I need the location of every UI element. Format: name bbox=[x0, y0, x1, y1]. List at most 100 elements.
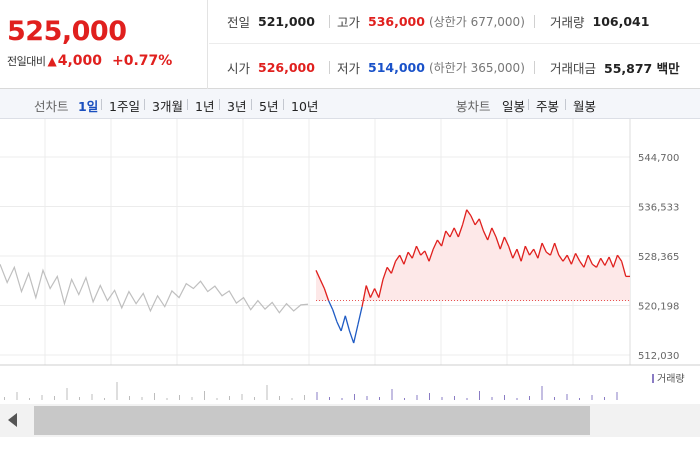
divider bbox=[534, 60, 535, 74]
volume-bar bbox=[166, 398, 168, 400]
today-price-segment bbox=[600, 257, 606, 266]
today-price-segment bbox=[420, 250, 426, 256]
up-area-fill bbox=[316, 209, 630, 301]
volume-bar bbox=[154, 393, 155, 400]
today-price-segment bbox=[554, 242, 560, 256]
period-tab-1y[interactable]: 1년 bbox=[195, 99, 215, 114]
chart-scrollbar[interactable] bbox=[0, 404, 700, 437]
divider bbox=[219, 99, 220, 110]
period-tab-5y[interactable]: 5년 bbox=[259, 99, 279, 114]
volume-bar bbox=[491, 397, 493, 400]
today-price-segment bbox=[461, 209, 468, 226]
current-price-box: 525,000 전일대비 ▲ 4,000 +0.77% bbox=[0, 0, 208, 89]
y-tick-label: 512,030 bbox=[638, 351, 679, 362]
prev-close-label: 전일 bbox=[227, 15, 251, 30]
volume-bar bbox=[29, 398, 30, 400]
today-price-segment bbox=[440, 230, 447, 247]
volume-bar bbox=[379, 397, 380, 400]
intraday-price-chart[interactable]: 544,700 536,533 528,365 520,198 512,030 거래량 bbox=[0, 119, 700, 405]
today-price-segment bbox=[428, 248, 434, 262]
volume-bar bbox=[404, 398, 405, 400]
volume-bar bbox=[79, 397, 80, 400]
chart-fill bbox=[316, 209, 630, 302]
line-chart-label: 선차트 bbox=[34, 99, 69, 114]
quote-summary-panel: 525,000 전일대비 ▲ 4,000 +0.77% 전일 521,000 고… bbox=[0, 0, 700, 89]
today-price-segment bbox=[432, 239, 439, 250]
volume-legend-label: 거래량 bbox=[657, 373, 685, 385]
high-value: 536,000 bbox=[368, 14, 425, 29]
divider bbox=[534, 15, 535, 28]
divider bbox=[329, 60, 330, 74]
today-price-segment bbox=[403, 251, 409, 265]
volume-bar bbox=[479, 391, 480, 400]
chart-lines bbox=[0, 209, 630, 344]
today-price-segment bbox=[453, 227, 459, 238]
volume-bar bbox=[429, 393, 430, 400]
today-price-segment bbox=[524, 245, 531, 256]
today-price-segment bbox=[332, 309, 338, 323]
volume-bar bbox=[4, 397, 5, 400]
y-axis-ticks: 544,700 536,533 528,365 520,198 512,030 bbox=[638, 153, 679, 362]
volume-bar bbox=[179, 395, 180, 400]
candle-tab-weekly[interactable]: 주봉 bbox=[536, 99, 560, 114]
scroll-left-icon[interactable] bbox=[8, 413, 17, 427]
period-tab-3y[interactable]: 3년 bbox=[227, 99, 247, 114]
volume-bar bbox=[104, 398, 105, 400]
today-price-segment bbox=[407, 251, 413, 259]
volume-label: 거래량 bbox=[550, 15, 585, 30]
volume-bar bbox=[291, 398, 293, 400]
period-tab-1w[interactable]: 1주일 bbox=[109, 99, 140, 114]
volume-bar bbox=[566, 394, 568, 400]
volume-bar bbox=[91, 394, 93, 400]
volume-bar bbox=[504, 395, 505, 400]
volume-bar bbox=[16, 392, 18, 400]
volume-bar bbox=[204, 391, 205, 400]
candle-tab-daily[interactable]: 일봉 bbox=[502, 99, 526, 114]
volume-bar bbox=[254, 397, 255, 400]
today-price-segment bbox=[482, 230, 489, 241]
today-price-segment bbox=[357, 306, 363, 326]
today-price-segment bbox=[399, 254, 405, 265]
volume-bar bbox=[466, 398, 468, 400]
today-price-segment bbox=[487, 227, 493, 241]
volume-bar bbox=[529, 396, 530, 400]
today-price-segment bbox=[436, 239, 443, 247]
volume-bar bbox=[604, 397, 605, 400]
divider bbox=[565, 99, 566, 110]
volume-legend: 거래량 bbox=[652, 373, 685, 385]
volume-value: 106,041 bbox=[592, 14, 650, 29]
today-price-segment bbox=[520, 245, 526, 262]
period-tab-1d[interactable]: 1일 bbox=[78, 99, 99, 114]
today-price-segment bbox=[545, 251, 551, 256]
summary-row-1: 전일 521,000 고가 536,000 (상한가 677,000) 거래량 … bbox=[209, 0, 700, 44]
today-price-segment bbox=[533, 248, 539, 259]
today-price-segment bbox=[327, 300, 334, 310]
volume-bar bbox=[191, 397, 193, 400]
today-price-segment bbox=[608, 256, 614, 268]
period-tab-3m[interactable]: 3개월 bbox=[152, 99, 183, 114]
open-value: 526,000 bbox=[258, 59, 315, 75]
today-price-segment bbox=[537, 242, 543, 259]
divider bbox=[187, 99, 188, 110]
today-price-segment bbox=[491, 227, 497, 238]
volume-bar bbox=[54, 396, 55, 400]
candle-tab-monthly[interactable]: 월봉 bbox=[573, 99, 597, 114]
today-price-segment bbox=[348, 330, 355, 344]
volume-bar bbox=[591, 395, 593, 400]
period-tab-10y[interactable]: 10년 bbox=[291, 99, 319, 114]
change-rate: +0.77% bbox=[112, 53, 173, 69]
trade-amount-cell: 거래대금 55,877 백만 bbox=[550, 58, 680, 77]
today-price-segment bbox=[503, 236, 510, 247]
candle-chart-label: 봉차트 bbox=[456, 99, 491, 114]
low-label: 저가 bbox=[337, 60, 361, 76]
scrollbar-thumb[interactable] bbox=[34, 406, 590, 435]
today-price-segment bbox=[621, 261, 627, 277]
today-price-segment bbox=[374, 288, 380, 298]
trade-amount-value: 55,877 백만 bbox=[604, 60, 680, 76]
today-price-segment bbox=[457, 224, 464, 238]
open-label: 시가 bbox=[227, 60, 251, 76]
divider bbox=[144, 99, 145, 110]
y-tick-label: 536,533 bbox=[638, 202, 679, 213]
today-price-segment bbox=[353, 324, 359, 344]
today-price-segment bbox=[516, 248, 522, 262]
